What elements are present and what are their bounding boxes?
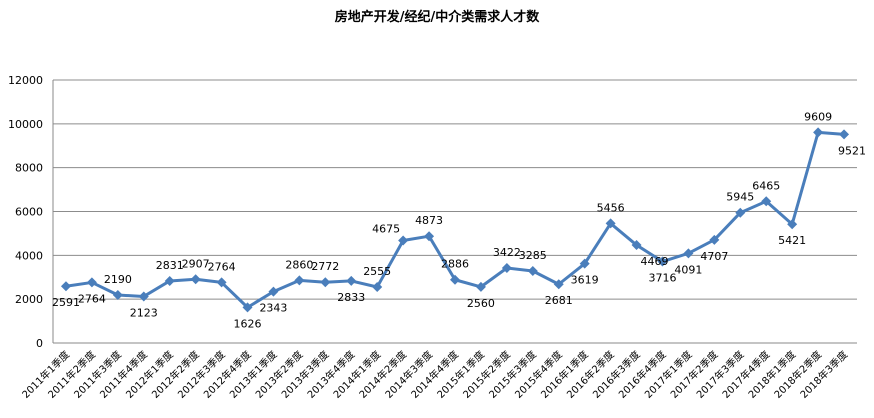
y-axis: 0 2000 4000 6000 8000 10000 12000 <box>8 74 43 350</box>
data-point-marker <box>735 207 746 218</box>
data-label: 2190 <box>104 273 132 286</box>
data-point-marker <box>60 281 71 292</box>
data-point-marker <box>138 291 149 302</box>
data-point-marker <box>190 274 201 285</box>
data-label: 4675 <box>372 223 400 236</box>
data-point-marker <box>268 286 279 297</box>
data-point-marker <box>787 219 798 230</box>
data-label: 2555 <box>363 265 391 278</box>
data-point-marker <box>631 240 642 251</box>
data-point-marker <box>475 281 486 292</box>
data-label: 5456 <box>597 201 625 214</box>
data-point-marker <box>839 129 850 140</box>
data-point-marker <box>657 256 668 267</box>
data-label: 3619 <box>571 274 599 287</box>
data-label: 2764 <box>78 292 106 305</box>
chart-title: 房地产开发/经纪/中介类需求人才数 <box>335 9 540 25</box>
data-point-marker <box>605 218 616 229</box>
data-point-marker <box>346 275 357 286</box>
y-tick-label: 10000 <box>8 118 43 131</box>
gridlines <box>52 79 857 344</box>
data-label: 2343 <box>259 302 287 315</box>
data-label: 9609 <box>804 110 832 123</box>
data-point-marker <box>683 248 694 259</box>
x-axis: 2011年1季度2011年2季度2011年3季度2011年4季度2012年1季度… <box>19 348 850 401</box>
data-point-marker <box>450 274 460 285</box>
data-point-marker <box>242 302 253 313</box>
data-point-marker <box>579 258 590 269</box>
data-point-marker <box>320 277 331 288</box>
data-label: 4873 <box>415 214 443 227</box>
data-point-marker <box>813 127 824 138</box>
y-tick-label: 2000 <box>15 293 43 306</box>
data-point-marker <box>112 290 123 301</box>
data-point-marker <box>527 266 538 277</box>
data-label: 1626 <box>234 317 262 330</box>
y-tick-label: 0 <box>36 337 43 350</box>
y-tick-label: 12000 <box>8 74 43 87</box>
data-label: 4091 <box>674 263 702 276</box>
y-tick-label: 6000 <box>15 206 43 219</box>
data-label: 2772 <box>311 260 339 273</box>
y-tick-label: 8000 <box>15 162 43 175</box>
data-labels: 2591276421902123283129072764162623432860… <box>52 110 866 330</box>
data-point-marker <box>424 231 435 242</box>
data-label: 2560 <box>467 297 495 310</box>
data-point-marker <box>164 275 175 286</box>
data-label: 2907 <box>182 257 210 270</box>
data-point-marker <box>398 235 409 246</box>
data-label: 2764 <box>208 260 236 273</box>
data-label: 2681 <box>545 294 573 307</box>
data-label: 2886 <box>441 258 469 271</box>
series-line <box>60 127 850 313</box>
data-point-marker <box>501 263 512 274</box>
data-point-marker <box>294 275 305 286</box>
data-point-marker <box>86 277 97 288</box>
data-label: 3285 <box>519 249 547 262</box>
data-label: 5945 <box>726 191 754 204</box>
data-label: 2860 <box>285 258 313 271</box>
data-label: 2123 <box>130 306 158 319</box>
data-label: 2591 <box>52 296 80 309</box>
data-point-marker <box>372 282 383 293</box>
y-tick-label: 4000 <box>15 249 43 262</box>
data-label: 2831 <box>156 259 184 272</box>
data-point-marker <box>216 277 227 288</box>
data-point-marker <box>553 279 564 290</box>
data-label: 4469 <box>641 255 669 268</box>
data-label: 3422 <box>493 246 521 259</box>
data-point-marker <box>709 234 720 245</box>
data-label: 3716 <box>648 272 676 285</box>
data-point-marker <box>761 196 772 207</box>
data-label: 6465 <box>752 179 780 192</box>
data-label: 4707 <box>700 250 728 263</box>
data-label: 2833 <box>337 291 365 304</box>
data-label: 9521 <box>838 144 866 157</box>
data-label: 5421 <box>778 234 806 247</box>
